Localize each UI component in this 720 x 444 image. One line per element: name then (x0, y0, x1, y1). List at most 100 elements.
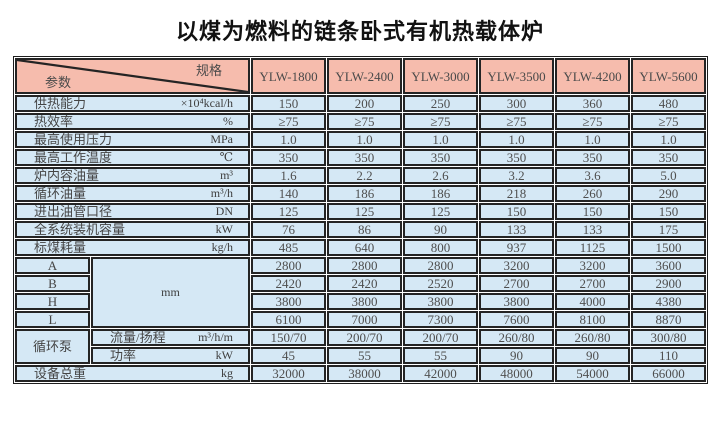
value-cell: 200 (327, 95, 402, 112)
param-cell: 炉内容油量 m³ (15, 167, 250, 184)
value-cell: ≥75 (555, 113, 630, 130)
value-cell: 350 (631, 149, 706, 166)
model-header: YLW-5600 (631, 58, 706, 94)
value-cell: 7000 (327, 311, 402, 328)
dim-label: A (15, 257, 90, 274)
param-name: 全系统装机容量 (34, 222, 126, 237)
model-header: YLW-3000 (403, 58, 478, 94)
value-cell: 200/70 (327, 329, 402, 346)
value-cell: 140 (251, 185, 326, 202)
value-cell: 125 (251, 203, 326, 220)
table-row-pump-power: 功率 kW 45 55 55 90 90 110 (15, 347, 706, 364)
value-cell: 937 (479, 239, 554, 256)
param-unit: kg (221, 366, 233, 380)
value-cell: 5.0 (631, 167, 706, 184)
value-cell: ≥75 (479, 113, 554, 130)
value-cell: 1.0 (631, 131, 706, 148)
value-cell: 90 (479, 347, 554, 364)
value-cell: 90 (555, 347, 630, 364)
param-name: 循环油量 (34, 186, 87, 201)
value-cell: 32000 (251, 365, 326, 382)
table-row-dim-a: A mm 2800 2800 2800 3200 3200 3600 (15, 257, 706, 328)
model-header: YLW-2400 (327, 58, 402, 94)
table-row-max-temperature: 最高工作温度 ℃ 350 350 350 350 350 350 (15, 149, 706, 166)
value-cell: 110 (631, 347, 706, 364)
table-row-installed-power: 全系统装机容量 kW 76 86 90 133 133 175 (15, 221, 706, 238)
value-cell: 260 (555, 185, 630, 202)
value-cell: 300 (479, 95, 554, 112)
param-name: 设备总重 (34, 366, 87, 381)
table-row-pipe-diameter: 进出油管口径 DN 125 125 125 150 150 150 (15, 203, 706, 220)
value-cell: 350 (403, 149, 478, 166)
param-name: 标煤耗量 (34, 240, 87, 255)
value-cell: 3200 (479, 257, 554, 274)
param-cell: 设备总重 kg (15, 365, 250, 382)
value-cell: 260/80 (479, 329, 554, 346)
param-name: 炉内容油量 (34, 168, 100, 183)
param-name: 最高工作温度 (34, 150, 113, 165)
value-cell: 2700 (555, 275, 630, 292)
param-unit: ×10⁴kcal/h (180, 96, 233, 110)
value-cell: 86 (327, 221, 402, 238)
param-name: 功率 (110, 348, 137, 363)
value-cell: 1.6 (251, 167, 326, 184)
value-cell: 2.2 (327, 167, 402, 184)
param-cell: 热效率% (15, 113, 250, 130)
table-row-oil-volume: 炉内容油量 m³ 1.6 2.2 2.6 3.2 3.6 5.0 (15, 167, 706, 184)
value-cell: 48000 (479, 365, 554, 382)
value-cell: 150/70 (251, 329, 326, 346)
value-cell: 42000 (403, 365, 478, 382)
page-title: 以煤为燃料的链条卧式有机热载体炉 (175, 19, 544, 44)
value-cell: 260/80 (555, 329, 630, 346)
value-cell: 3800 (403, 293, 478, 310)
value-cell: 2800 (251, 257, 326, 274)
value-cell: ≥75 (251, 113, 326, 130)
value-cell: 1500 (631, 239, 706, 256)
dim-label: B (15, 275, 90, 292)
param-unit: kW (215, 348, 233, 362)
value-cell: 1.0 (403, 131, 478, 148)
param-name: 流量/扬程 (110, 330, 166, 345)
param-unit: kg/h (211, 240, 233, 254)
table-row-dim-h: H 3800 3800 3800 3800 4000 4380 (15, 293, 706, 310)
header-row: 规格 参数 YLW-1800 YLW-2400 YLW-3000 YLW-350… (15, 58, 706, 94)
param-cell: 进出油管口径 DN (15, 203, 250, 220)
param-cell: 全系统装机容量 kW (15, 221, 250, 238)
value-cell: ≥75 (631, 113, 706, 130)
value-cell: 133 (479, 221, 554, 238)
value-cell: ≥75 (403, 113, 478, 130)
value-cell: 90 (403, 221, 478, 238)
dim-label: H (15, 293, 90, 310)
pump-label: 循环泵 (15, 329, 90, 364)
table-row-dim-b: B 2420 2420 2520 2700 2700 2900 (15, 275, 706, 292)
spec-table: 规格 参数 YLW-1800 YLW-2400 YLW-3000 YLW-350… (13, 56, 708, 384)
table-row-max-pressure: 最高使用压力 MPa 1.0 1.0 1.0 1.0 1.0 1.0 (15, 131, 706, 148)
value-cell: 4380 (631, 293, 706, 310)
value-cell: 1.0 (327, 131, 402, 148)
value-cell: 1.0 (555, 131, 630, 148)
param-name: 最高使用压力 (34, 132, 113, 147)
value-cell: 175 (631, 221, 706, 238)
param-unit: MPa (210, 132, 233, 146)
value-cell: 150 (631, 203, 706, 220)
value-cell: 485 (251, 239, 326, 256)
value-cell: 1125 (555, 239, 630, 256)
dim-label: L (15, 311, 90, 328)
param-unit: m³/h (210, 186, 233, 200)
value-cell: 3600 (631, 257, 706, 274)
value-cell: 150 (555, 203, 630, 220)
value-cell: 66000 (631, 365, 706, 382)
value-cell: 360 (555, 95, 630, 112)
param-name: 热效率 (34, 114, 74, 129)
param-cell: 标煤耗量 kg/h (15, 239, 250, 256)
param-unit: ℃ (219, 150, 233, 164)
value-cell: 186 (403, 185, 478, 202)
value-cell: 55 (327, 347, 402, 364)
value-cell: 2800 (327, 257, 402, 274)
value-cell: 54000 (555, 365, 630, 382)
value-cell: 480 (631, 95, 706, 112)
table-row-coal-consumption: 标煤耗量 kg/h 485 640 800 937 1125 1500 (15, 239, 706, 256)
value-cell: 350 (327, 149, 402, 166)
param-name: 供热能力 (34, 96, 87, 111)
param-unit: m³/h/m (198, 330, 233, 344)
